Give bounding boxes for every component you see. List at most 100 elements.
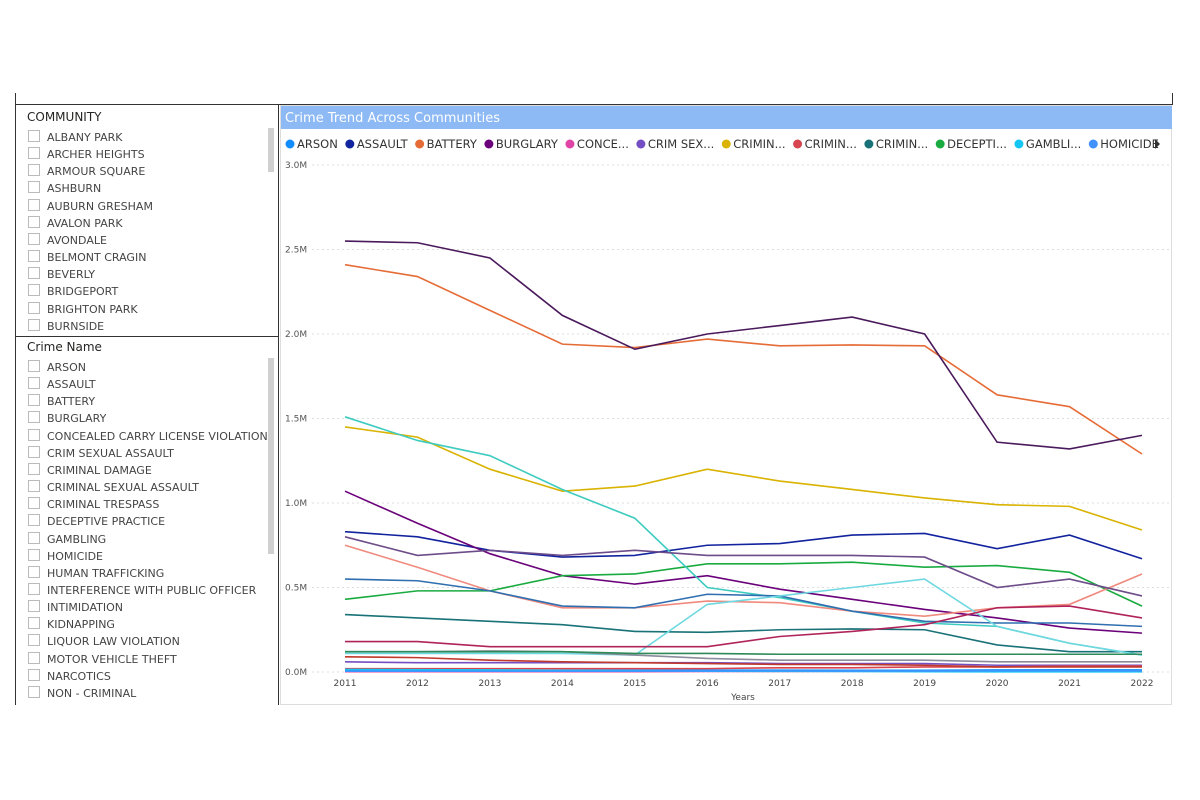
slicer-item[interactable]: CRIM SEXUAL ASSAULT (28, 445, 174, 462)
y-tick-label: 2.0M (285, 330, 307, 340)
slicer-item[interactable]: ASSAULT (28, 377, 96, 393)
slicer-item[interactable]: ARSON (28, 360, 86, 376)
item-label: ASHBURN (47, 182, 102, 196)
item-label: CRIMINAL TRESPASS (47, 498, 160, 512)
slicer-item[interactable]: ASHBURN (28, 181, 101, 197)
checkbox[interactable] (28, 514, 40, 527)
checkbox[interactable] (28, 497, 40, 510)
slicer-item[interactable]: CRIMINAL TRESPASS (28, 497, 159, 513)
checkbox[interactable] (28, 462, 40, 475)
checkbox[interactable] (28, 267, 40, 280)
item-label: BEVERLY (47, 268, 96, 282)
checkbox[interactable] (28, 198, 40, 211)
item-label: ARCHER HEIGHTS (47, 148, 145, 162)
slicer-item[interactable]: CRIMINAL SEXUAL ASSAULT (28, 480, 199, 496)
checkbox[interactable] (28, 318, 40, 331)
legend-label: HOMICIDE (1100, 137, 1159, 151)
slicer-item[interactable]: BELMONT CRAGIN (28, 250, 146, 266)
legend-marker (1088, 139, 1098, 149)
legend-marker (285, 139, 295, 149)
legend-label: CRIMIN... (805, 137, 857, 151)
legend-label: CRIM SEX... (648, 137, 714, 151)
checkbox[interactable] (28, 232, 40, 245)
slicer-item[interactable]: HOMICIDE (28, 548, 103, 565)
checkbox[interactable] (28, 428, 40, 441)
slicer-item[interactable]: NON - CRIMINAL (28, 685, 136, 702)
x-tick-label: 2022 (1131, 679, 1154, 689)
legend-marker (484, 139, 494, 149)
slicer-item[interactable]: CONCEALED CARRY LICENSE VIOLATION (28, 428, 268, 445)
checkbox[interactable] (28, 685, 40, 698)
checkbox[interactable] (28, 445, 40, 458)
slicer-item[interactable]: INTIMIDATION (28, 600, 123, 616)
checkbox[interactable] (28, 634, 40, 647)
checkbox[interactable] (28, 215, 40, 228)
checkbox[interactable] (28, 130, 40, 142)
series-line (344, 240, 1143, 450)
checkbox[interactable] (28, 377, 40, 390)
checkbox[interactable] (28, 284, 40, 297)
item-label: AVALON PARK (47, 216, 123, 230)
item-label: CRIM SEXUAL ASSAULT (47, 446, 174, 460)
slicer-item[interactable]: BEVERLY (28, 267, 95, 283)
chart-border (280, 105, 1172, 705)
slicer-item[interactable]: HUMAN TRAFFICKING (28, 565, 164, 582)
slicer-item[interactable]: LIQUOR LAW VIOLATION (28, 634, 180, 650)
slicer-item[interactable]: ARCHER HEIGHTS (28, 147, 145, 163)
checkbox[interactable] (28, 617, 40, 630)
slicer-item[interactable]: ALBANY PARK (28, 130, 122, 146)
slicer-item[interactable]: DECEPTIVE PRACTICE (28, 514, 165, 530)
y-tick-label: 2.5M (285, 246, 307, 256)
checkbox[interactable] (28, 651, 40, 664)
item-label: AUBURN GRESHAM (47, 199, 153, 213)
slicer-item[interactable]: INTERFERENCE WITH PUBLIC OFFICER (28, 582, 256, 599)
item-label: AVONDALE (47, 233, 107, 247)
checkbox[interactable] (28, 582, 40, 595)
checkbox[interactable] (28, 565, 40, 578)
series-line (344, 661, 1142, 667)
y-tick-label: 0.0M (285, 668, 307, 678)
checkbox[interactable] (28, 394, 40, 407)
checkbox[interactable] (28, 250, 40, 263)
slicer-item[interactable]: BURNSIDE (28, 318, 105, 335)
checkbox[interactable] (28, 480, 40, 493)
checkbox[interactable] (28, 548, 40, 561)
slicer-item[interactable]: AVONDALE (28, 232, 107, 249)
item-label: KIDNAPPING (47, 618, 115, 632)
item-label: BURNSIDE (47, 319, 105, 333)
checkbox[interactable] (28, 301, 40, 314)
item-label: CONCEALED CARRY LICENSE VIOLATION (47, 429, 268, 443)
x-tick-label: 2017 (768, 679, 791, 689)
slicer-item[interactable]: GAMBLING (28, 531, 106, 548)
x-tick-label: 2019 (913, 679, 936, 689)
slicer-item[interactable]: KIDNAPPING (28, 617, 115, 633)
slicer-item[interactable]: AUBURN GRESHAM (28, 198, 153, 215)
slicer-item[interactable]: AVALON PARK (28, 215, 123, 232)
slicer-item[interactable]: CRIMINAL DAMAGE (28, 462, 152, 479)
slicer-item[interactable]: BRIGHTON PARK (28, 301, 138, 318)
slicer-item[interactable]: MOTOR VEHICLE THEFT (28, 651, 177, 668)
slicer-item[interactable]: BRIDGEPORT (28, 284, 118, 300)
slicer-item[interactable]: BURGLARY (28, 411, 106, 427)
checkbox[interactable] (28, 164, 40, 177)
checkbox[interactable] (28, 181, 40, 194)
checkbox[interactable] (28, 600, 40, 613)
legend-next[interactable] (1155, 139, 1160, 149)
checkbox[interactable] (28, 411, 40, 424)
legend-marker (636, 139, 646, 149)
checkbox[interactable] (28, 147, 40, 160)
series-line (344, 613, 1142, 653)
series-line (344, 490, 1143, 634)
y-tick-label: 0.5M (285, 584, 307, 594)
y-tick-label: 1.5M (285, 415, 307, 425)
series-line (344, 536, 1143, 597)
x-tick-label: 2014 (551, 679, 574, 689)
slicer-item[interactable]: ARMOUR SQUARE (28, 164, 145, 180)
legend-label: CRIMIN... (733, 137, 785, 151)
slicer-item[interactable]: NARCOTICS (28, 668, 111, 685)
checkbox[interactable] (28, 360, 40, 372)
legend-label: CONCE... (577, 137, 629, 151)
checkbox[interactable] (28, 531, 40, 544)
checkbox[interactable] (28, 668, 40, 681)
slicer-item[interactable]: BATTERY (28, 394, 95, 410)
